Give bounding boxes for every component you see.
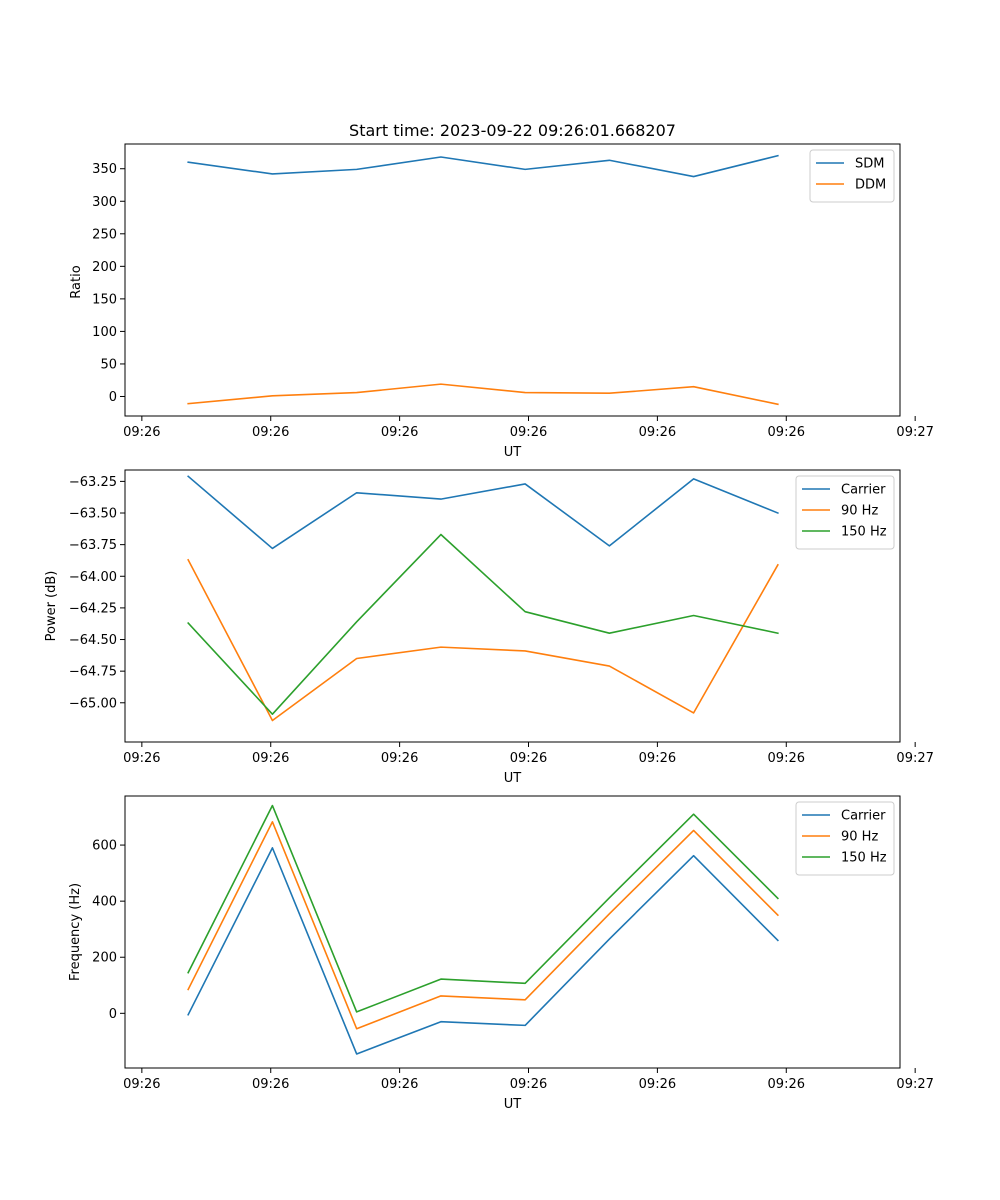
frequency-y-tick-label: 200 [92, 951, 117, 966]
power-x-tick-label: 09:26 [381, 751, 418, 766]
power-y-tick-label: −63.25 [69, 475, 117, 490]
frequency-x-tick-label: 09:27 [896, 1077, 933, 1092]
ratio-y-tick-label: 50 [100, 357, 117, 372]
chart-title: Start time: 2023-09-22 09:26:01.668207 [349, 121, 676, 140]
ratio-x-tick-label: 09:26 [510, 425, 547, 440]
power-x-tick-label: 09:27 [896, 751, 933, 766]
power-y-tick-label: −63.75 [69, 538, 117, 553]
ratio-y-tick-label: 200 [92, 260, 117, 275]
power-x-axis-label: UT [504, 771, 522, 786]
frequency-y-axis-label: Frequency (Hz) [68, 883, 83, 981]
ratio-x-tick-label: 09:26 [768, 425, 805, 440]
ratio-series-ddm-line [187, 383, 779, 406]
power-series-carrier-line [187, 475, 779, 550]
ratio-y-tick-label: 150 [92, 292, 117, 307]
ratio-y-tick-label: 100 [92, 325, 117, 340]
frequency-y-tick-label: 0 [109, 1007, 117, 1022]
ratio-x-tick-label: 09:26 [381, 425, 418, 440]
frequency-plot-frame [124, 795, 901, 1069]
frequency-series-carrier-line [187, 847, 779, 1055]
frequency-legend-label-carrier: Carrier [841, 809, 886, 824]
ratio-x-tick-label: 09:27 [896, 425, 933, 440]
ratio-x-tick-label: 09:26 [123, 425, 160, 440]
ratio-legend-label-ddm: DDM [855, 178, 886, 193]
ratio-legend-label-sdm: SDM [855, 157, 884, 172]
power-plot-frame [124, 469, 901, 743]
ratio-y-axis-label: Ratio [69, 265, 84, 298]
ratio-x-tick-label: 09:26 [639, 425, 676, 440]
ratio-plot-frame [124, 143, 901, 417]
ratio-y-tick-label: 0 [109, 390, 117, 405]
frequency-legend-label-90-hz: 90 Hz [841, 830, 878, 845]
ratio-y-tick-label: 350 [92, 162, 117, 177]
frequency-legend-label-150-hz: 150 Hz [841, 851, 887, 866]
frequency-series-90-hz-line [187, 820, 779, 1030]
power-subplot: 09:26 09:26 09:26 09:26 09:26 09:26 09:27 −65.… [44, 469, 934, 786]
power-x-tick-label: 09:26 [768, 751, 805, 766]
power-x-tick-label: 09:26 [252, 751, 289, 766]
power-y-axis-label: Power (dB) [44, 571, 59, 642]
ratio-x-axis-label: UT [504, 445, 522, 460]
frequency-y-tick-label: 600 [92, 839, 117, 854]
frequency-x-tick-label: 09:26 [252, 1077, 289, 1092]
power-y-tick-label: −64.50 [69, 633, 117, 648]
frequency-y-tick-label: 400 [92, 895, 117, 910]
power-x-tick-label: 09:26 [639, 751, 676, 766]
power-legend-label-90-hz: 90 Hz [841, 504, 878, 519]
power-legend-label-carrier: Carrier [841, 483, 886, 498]
power-y-tick-label: −64.25 [69, 601, 117, 616]
power-x-tick-label: 09:26 [510, 751, 547, 766]
power-x-tick-label: 09:26 [123, 751, 160, 766]
ratio-x-tick-label: 09:26 [252, 425, 289, 440]
ratio-subplot: 09:26 09:26 09:26 09:26 09:26 09:26 09:27 0 50 1… [69, 143, 934, 460]
ratio-series-sdm-line [187, 154, 779, 178]
frequency-subplot: 09:26 09:26 09:26 09:26 09:26 09:26 09:27 0 200… [68, 795, 934, 1112]
power-y-tick-label: −63.50 [69, 507, 117, 522]
power-y-tick-label: −64.75 [69, 665, 117, 680]
frequency-x-tick-label: 09:26 [123, 1077, 160, 1092]
power-series-150-hz-line [187, 533, 779, 715]
power-y-tick-label: −65.00 [69, 696, 117, 711]
power-legend-label-150-hz: 150 Hz [841, 525, 887, 540]
frequency-x-tick-label: 09:26 [768, 1077, 805, 1092]
frequency-x-tick-label: 09:26 [639, 1077, 676, 1092]
power-y-tick-label: −64.00 [69, 570, 117, 585]
frequency-x-axis-label: UT [504, 1097, 522, 1112]
frequency-series-150-hz-line [187, 804, 779, 1013]
frequency-x-tick-label: 09:26 [381, 1077, 418, 1092]
power-series-90-hz-line [187, 558, 779, 722]
ratio-y-tick-label: 250 [92, 227, 117, 242]
frequency-x-tick-label: 09:26 [510, 1077, 547, 1092]
ratio-y-tick-label: 300 [92, 195, 117, 210]
